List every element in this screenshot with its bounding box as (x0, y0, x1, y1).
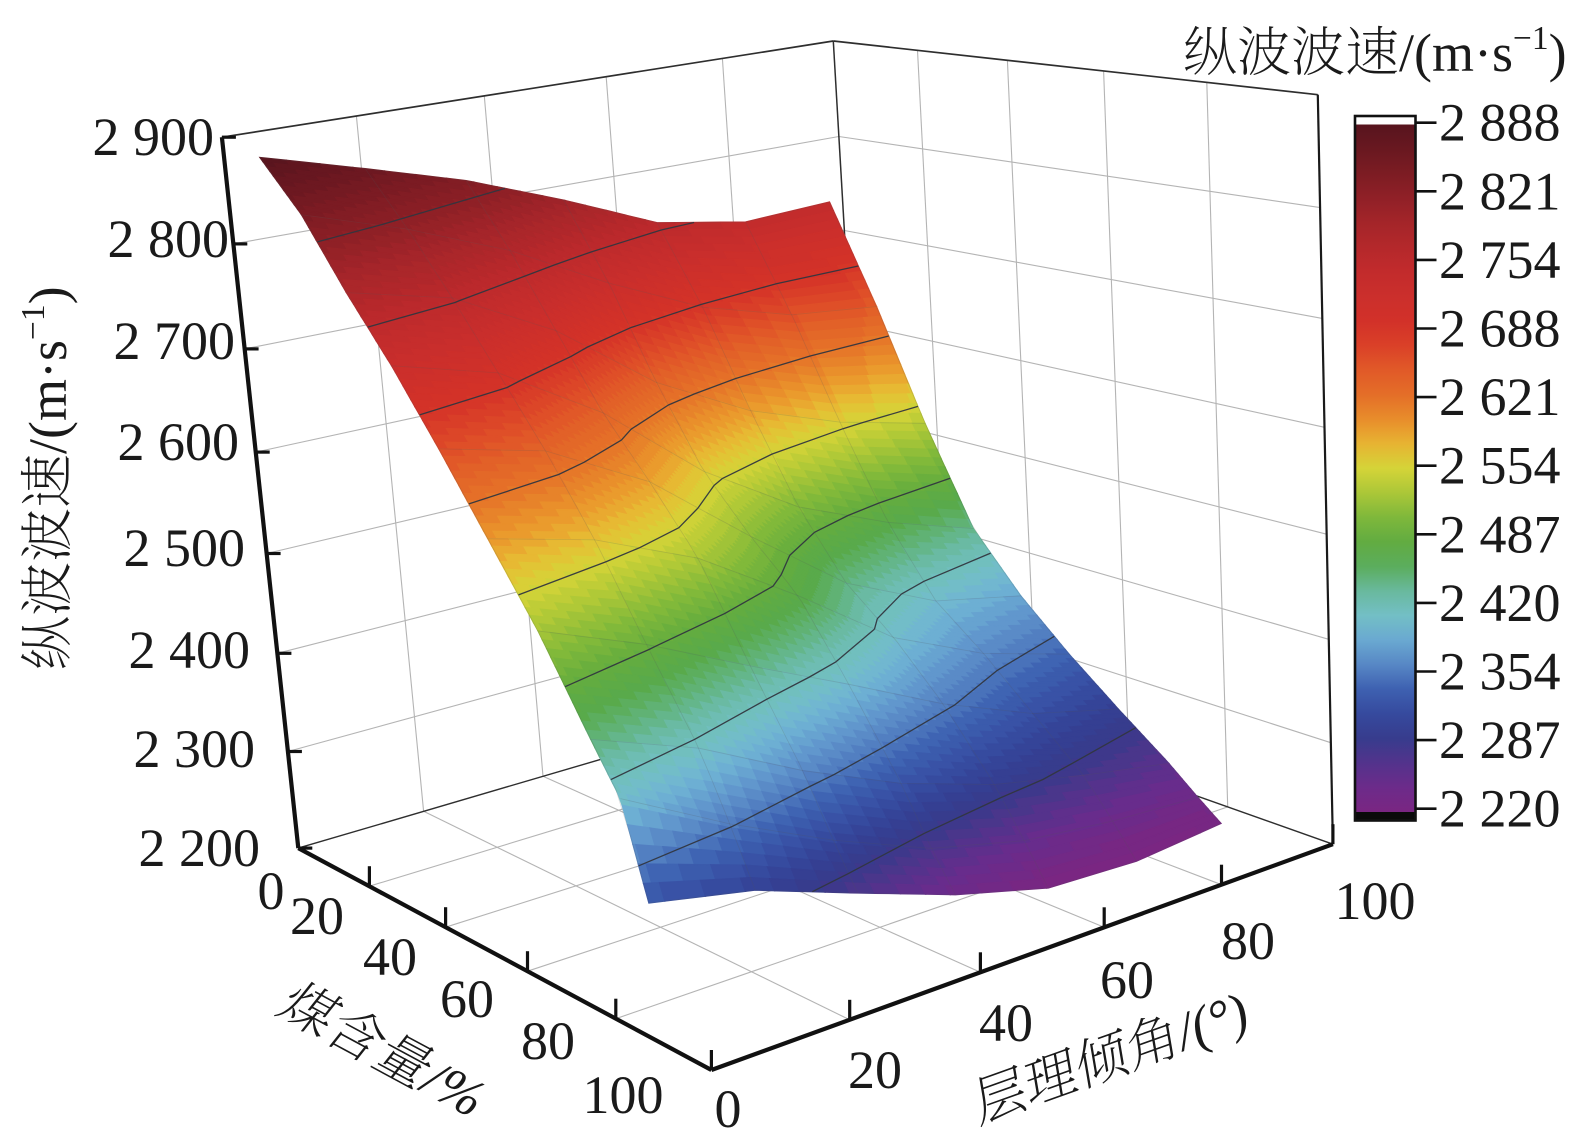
svg-text:2 420: 2 420 (1439, 573, 1561, 633)
svg-text:2 354: 2 354 (1439, 642, 1561, 702)
svg-text:2 287: 2 287 (1439, 710, 1561, 770)
svg-text:2 400: 2 400 (129, 620, 251, 680)
svg-text:100: 100 (583, 1065, 664, 1125)
svg-text:0: 0 (715, 1079, 742, 1138)
svg-text:2 554: 2 554 (1439, 436, 1561, 496)
svg-text:80: 80 (521, 1011, 575, 1071)
svg-text:20: 20 (290, 886, 344, 946)
svg-text:2 754: 2 754 (1439, 230, 1561, 290)
svg-text:2 200: 2 200 (139, 818, 261, 878)
svg-text:2 500: 2 500 (124, 518, 246, 578)
svg-text:40: 40 (979, 993, 1033, 1053)
svg-text:60: 60 (440, 969, 494, 1029)
svg-text:2 688: 2 688 (1439, 299, 1561, 359)
svg-text:2 700: 2 700 (114, 311, 236, 371)
svg-text:2 900: 2 900 (93, 107, 215, 167)
svg-text:100: 100 (1335, 871, 1416, 931)
svg-text:2 800: 2 800 (108, 209, 230, 269)
svg-text:80: 80 (1221, 911, 1275, 971)
svg-text:2 600: 2 600 (118, 412, 240, 472)
svg-text:2 888: 2 888 (1439, 93, 1561, 153)
svg-text:2 821: 2 821 (1439, 161, 1561, 221)
svg-text:2 300: 2 300 (134, 719, 256, 779)
svg-text:60: 60 (1100, 950, 1154, 1010)
svg-text:2 220: 2 220 (1439, 779, 1561, 839)
svg-text:20: 20 (848, 1040, 902, 1100)
svg-text:40: 40 (363, 927, 417, 987)
svg-text:0: 0 (258, 861, 285, 921)
svg-text:2 621: 2 621 (1439, 367, 1561, 427)
svg-text:2 487: 2 487 (1439, 504, 1561, 564)
